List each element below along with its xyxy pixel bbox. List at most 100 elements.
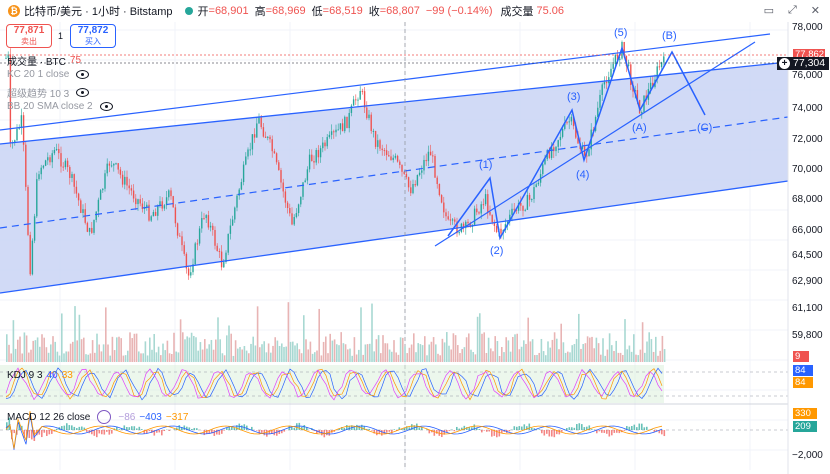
- candle-body: [473, 208, 476, 225]
- candle-body: [106, 163, 108, 174]
- last-price-tag[interactable]: + 77,304: [777, 57, 829, 70]
- candle-body: [603, 82, 606, 85]
- candle-body: [207, 215, 210, 228]
- wave-support-line: [434, 41, 756, 247]
- price-axis-label: 72,000: [792, 134, 823, 145]
- candle-body: [212, 225, 214, 230]
- volume-bar: [575, 338, 578, 362]
- volume-bar: [415, 352, 417, 362]
- kdj-legend[interactable]: KDJ 9 3 40 33: [7, 370, 73, 381]
- wave-label-4[interactable]: (4): [576, 169, 590, 181]
- macd-histogram-bar: [518, 426, 521, 430]
- volume-bar: [340, 332, 342, 362]
- wave-label-1[interactable]: (1): [479, 159, 493, 171]
- volume-bar: [259, 347, 261, 362]
- change-value: −99 (−0.14%): [425, 5, 493, 17]
- macd-histogram-bar: [406, 426, 408, 430]
- candle-body: [484, 194, 487, 205]
- volume-bar: [487, 337, 490, 362]
- candle-body: [372, 130, 375, 132]
- volume-bar: [118, 336, 120, 362]
- volume-bar: [615, 340, 617, 362]
- volume-bar: [151, 349, 153, 362]
- wave-label-2[interactable]: (2): [490, 245, 504, 257]
- bb-legend[interactable]: BB 20 SMA close 2: [7, 101, 113, 112]
- volume-bar: [325, 336, 327, 362]
- macd-histogram-bar: [498, 430, 501, 437]
- volume-bar: [454, 335, 457, 362]
- volume-bar: [52, 336, 54, 362]
- candle-body: [297, 204, 300, 214]
- volume-bar: [241, 349, 243, 362]
- eye-hidden-icon[interactable]: [76, 88, 90, 97]
- volume-legend[interactable]: 成交量 · BTC 75: [7, 53, 81, 68]
- price-axis-label: 74,000: [792, 103, 823, 114]
- macd-histogram-bar: [153, 430, 156, 436]
- macd-histogram-bar: [523, 424, 526, 430]
- volume-bar: [360, 307, 362, 362]
- buy-button[interactable]: 77,872 买入: [70, 24, 116, 48]
- macd-histogram-bar: [513, 426, 516, 430]
- macd-histogram-bar: [83, 427, 86, 430]
- trend-legend[interactable]: 超级趋势 10 3: [7, 85, 90, 100]
- volume-bar: [641, 322, 644, 362]
- collapse-icon[interactable]: ▭: [763, 5, 774, 17]
- macd-histogram-bar: [501, 430, 503, 433]
- settings-icon[interactable]: [97, 410, 112, 424]
- close-icon[interactable]: ✕: [810, 5, 820, 17]
- volume-bar: [311, 353, 314, 362]
- volume-bar: [419, 344, 422, 362]
- volume-bar: [602, 338, 604, 362]
- candle-body: [172, 196, 174, 208]
- volume-bar: [369, 343, 371, 362]
- wave-label-3[interactable]: (3): [567, 91, 581, 103]
- volume-bar: [89, 353, 92, 362]
- candle-body: [159, 201, 161, 206]
- volume-bar: [69, 343, 72, 362]
- candle-body: [205, 215, 207, 219]
- plus-icon[interactable]: +: [779, 58, 790, 69]
- volume-bar: [582, 344, 584, 362]
- volume-bar: [91, 340, 94, 362]
- candle-body: [533, 187, 535, 200]
- wave-label-5[interactable]: (5): [614, 27, 628, 39]
- kdj-d-tag: 84: [793, 377, 813, 388]
- macd-legend[interactable]: MACD 12 26 close −86 −403 −317: [7, 410, 188, 424]
- candle-body: [201, 218, 203, 229]
- wave-label-c[interactable]: (C): [697, 122, 713, 134]
- candle-body: [157, 205, 159, 216]
- candle-body: [196, 243, 199, 245]
- candle-body: [163, 205, 166, 209]
- volume-bar: [534, 355, 536, 362]
- macd-histogram-bar: [596, 430, 598, 434]
- wave-label-a[interactable]: (A): [632, 122, 647, 134]
- volume-bar: [342, 343, 345, 362]
- wave-label-b[interactable]: (B): [662, 30, 677, 42]
- macd-histogram-bar: [136, 428, 138, 430]
- macd-histogram-bar: [301, 426, 303, 430]
- eye-hidden-icon[interactable]: [76, 70, 90, 79]
- macd-histogram-bar: [266, 430, 268, 437]
- eye-hidden-icon[interactable]: [99, 102, 113, 111]
- volume-bar: [509, 351, 512, 362]
- price-axis-label: 62,900: [792, 276, 823, 287]
- candle-body: [636, 89, 639, 101]
- volume-bar: [584, 343, 587, 362]
- candle-body: [267, 136, 269, 138]
- expand-icon[interactable]: ⤢: [787, 4, 797, 16]
- symbol-title[interactable]: 比特币/美元 · 1小时 · Bitstamp: [24, 6, 173, 18]
- macd-histogram-bar: [643, 427, 646, 430]
- volume-bar: [344, 344, 347, 362]
- volume-bar: [120, 338, 122, 362]
- volume-bar: [476, 316, 479, 362]
- sell-button[interactable]: 77,871 卖出: [6, 24, 52, 48]
- candle-body: [513, 208, 515, 210]
- candle-body: [511, 208, 513, 215]
- candle-body: [458, 231, 460, 234]
- volume-bar: [536, 354, 538, 362]
- macd-histogram-bar: [91, 430, 93, 435]
- kc-legend[interactable]: KC 20 1 close: [7, 69, 90, 80]
- macd-histogram-bar: [386, 430, 388, 433]
- candle-body: [418, 172, 421, 175]
